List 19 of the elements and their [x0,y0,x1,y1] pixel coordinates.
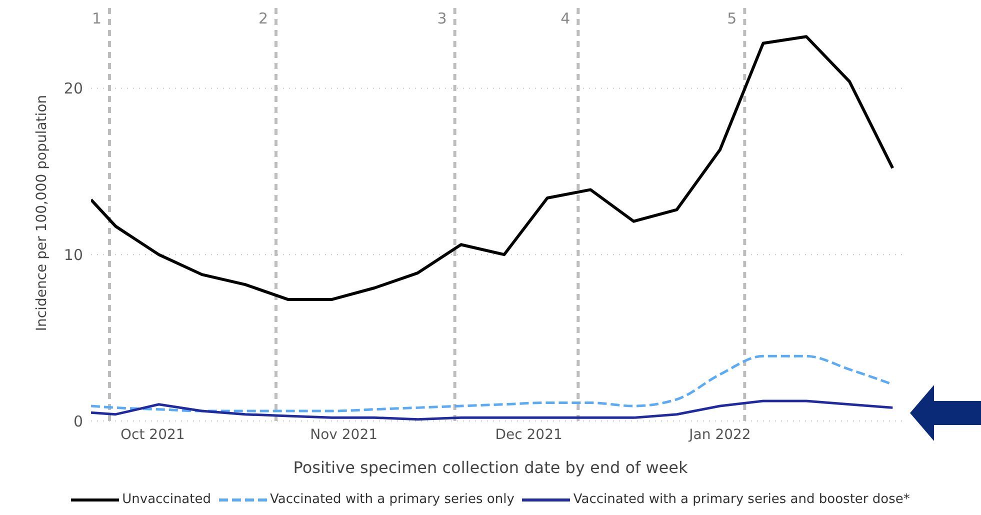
ref-line-label: 1 [92,10,102,28]
ref-line-label: 3 [437,10,447,28]
x-tick-label: Jan 2022 [688,426,751,443]
line-series [91,400,894,421]
legend-label: Unvaccinated [122,492,211,507]
x-tick-label: Nov 2021 [310,426,378,443]
x-tick-label: Oct 2021 [120,426,185,443]
y-tick-label: 10 [64,246,83,264]
legend-label: Vaccinated with a primary series and booster dose* [573,492,910,507]
ref-line-label: 4 [560,10,570,28]
legend-label: Vaccinated with a primary series only [270,492,514,507]
line-series [91,35,894,302]
y-tick-label: 20 [64,80,83,98]
y-tick-label: 0 [73,412,83,430]
x-tick-label: Dec 2021 [495,426,562,443]
ref-line-label: 2 [258,10,268,28]
ref-line-label: 5 [727,10,737,28]
y-axis-title: Incidence per 100,000 population [34,94,50,332]
x-axis-title: Positive specimen collection date by end of week [292,458,689,477]
